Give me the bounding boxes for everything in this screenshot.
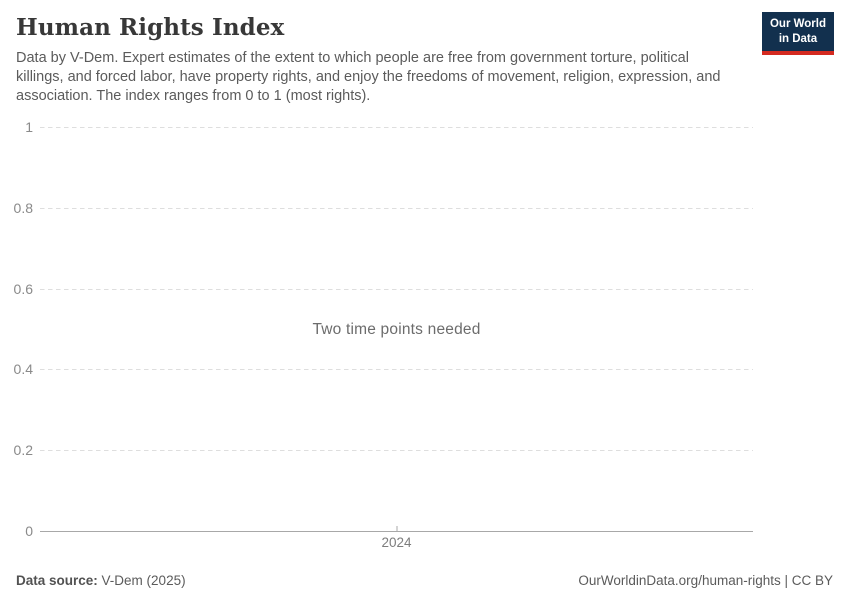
y-gridline: [40, 450, 753, 452]
data-source-label: Data source:: [16, 573, 98, 588]
chart-header: Human Rights Index Data by V-Dem. Expert…: [16, 14, 740, 106]
x-axis-tick-label: 2024: [381, 535, 412, 550]
owid-logo-line2: in Data: [778, 32, 818, 45]
y-axis-tick-label: 0.8: [13, 199, 33, 216]
x-axis-tick-mark: [396, 526, 397, 531]
data-source: Data source: V-Dem (2025): [16, 573, 186, 588]
owid-logo-line1: Our World: [769, 18, 826, 30]
chart-footer: Data source: V-Dem (2025) OurWorldinData…: [16, 573, 833, 588]
y-axis-tick-label: 0.4: [13, 361, 33, 378]
page-title: Human Rights Index: [16, 14, 285, 41]
chart-empty-message: Two time points needed: [312, 320, 481, 338]
y-axis-tick-label: 1: [25, 119, 33, 135]
y-gridline: [40, 369, 753, 371]
y-axis-tick-label: 0.2: [13, 442, 33, 459]
y-gridline: [40, 288, 753, 290]
y-gridline: [40, 207, 753, 209]
attribution-link[interactable]: OurWorldinData.org/human-rights | CC BY: [578, 573, 833, 588]
y-axis-tick-label: 0: [25, 523, 33, 539]
y-axis-tick-label: 0.6: [13, 280, 33, 297]
owid-logo[interactable]: Our World in Data: [761, 12, 834, 55]
x-axis-line: [40, 531, 753, 532]
plot-area: Two time points needed 0 0.2 0.4 0.6 0.8 1 202…: [14, 119, 753, 550]
data-source-value: V-Dem (2025): [101, 573, 186, 588]
chart-subtitle: Data by V-Dem. Expert estimates of the e…: [16, 49, 721, 104]
y-gridline: [40, 127, 753, 128]
